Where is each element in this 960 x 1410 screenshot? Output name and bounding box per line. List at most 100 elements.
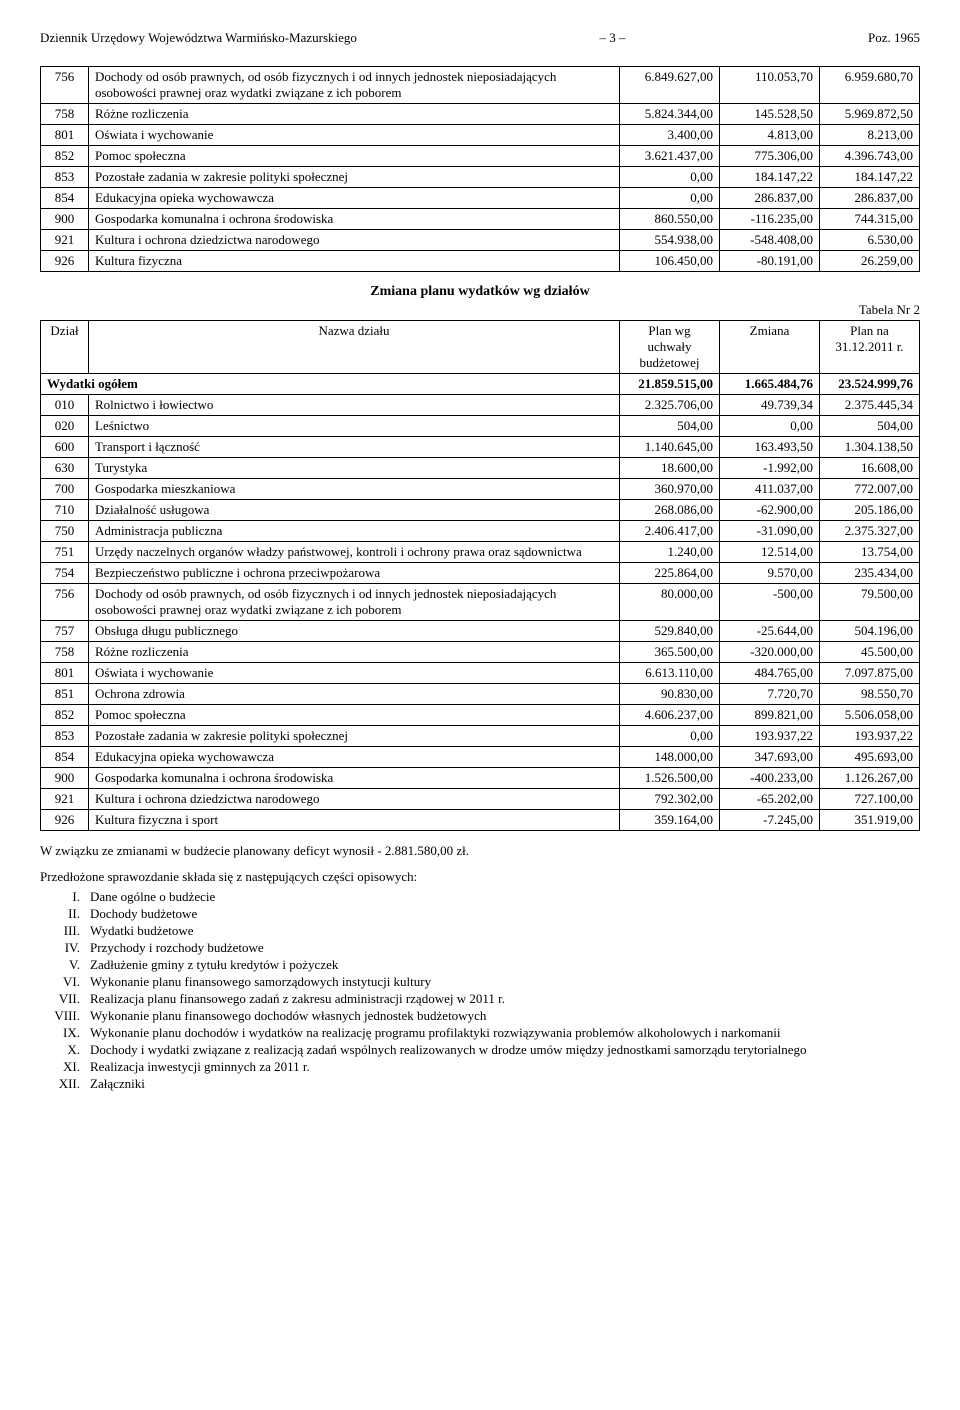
- table-cell: 727.100,00: [820, 789, 920, 810]
- table-cell: 79.500,00: [820, 584, 920, 621]
- table-cell: -500,00: [720, 584, 820, 621]
- table-cell: 529.840,00: [620, 621, 720, 642]
- list-item-text: Dochody i wydatki związane z realizacją …: [90, 1042, 920, 1058]
- table-row: 756Dochody od osób prawnych, od osób fiz…: [41, 584, 920, 621]
- table-cell: 411.037,00: [720, 479, 820, 500]
- table-cell: -62.900,00: [720, 500, 820, 521]
- page-header: Dziennik Urzędowy Województwa Warmińsko-…: [40, 30, 920, 46]
- table-cell: Kultura i ochrona dziedzictwa narodowego: [89, 230, 620, 251]
- table-cell: 600: [41, 437, 89, 458]
- table-label: Tabela Nr 2: [40, 302, 920, 318]
- table-cell: Edukacyjna opieka wychowawcza: [89, 188, 620, 209]
- list-item-number: IX.: [40, 1025, 90, 1041]
- table-cell: 148.000,00: [620, 747, 720, 768]
- table-row: 751Urzędy naczelnych organów władzy pańs…: [41, 542, 920, 563]
- table-row: 926Kultura fizyczna i sport359.164,00-7.…: [41, 810, 920, 831]
- list-item: VII.Realizacja planu finansowego zadań z…: [40, 991, 920, 1007]
- table-cell: -116.235,00: [720, 209, 820, 230]
- table-row: 630Turystyka18.600,00-1.992,0016.608,00: [41, 458, 920, 479]
- table-cell: Edukacyjna opieka wychowawcza: [89, 747, 620, 768]
- table-cell: -320.000,00: [720, 642, 820, 663]
- table-cell: 7.720,70: [720, 684, 820, 705]
- table-cell: 921: [41, 789, 89, 810]
- table-row: 854Edukacyjna opieka wychowawcza0,00286.…: [41, 188, 920, 209]
- table-cell: 7.097.875,00: [820, 663, 920, 684]
- deficit-paragraph: W związku ze zmianami w budżecie planowa…: [40, 843, 920, 859]
- table-row: 754Bezpieczeństwo publiczne i ochrona pr…: [41, 563, 920, 584]
- table-cell: 754: [41, 563, 89, 584]
- list-item-number: V.: [40, 957, 90, 973]
- table-cell: 235.434,00: [820, 563, 920, 584]
- list-item: XI.Realizacja inwestycji gminnych za 201…: [40, 1059, 920, 1075]
- table-cell: 106.450,00: [620, 251, 720, 272]
- table-cell: 775.306,00: [720, 146, 820, 167]
- list-item-text: Dane ogólne o budżecie: [90, 889, 920, 905]
- list-item: III.Wydatki budżetowe: [40, 923, 920, 939]
- table-cell: Pomoc społeczna: [89, 146, 620, 167]
- table-cell: Bezpieczeństwo publiczne i ochrona przec…: [89, 563, 620, 584]
- table-cell: 80.000,00: [620, 584, 720, 621]
- list-item: VIII.Wykonanie planu finansowego dochodó…: [40, 1008, 920, 1024]
- table-cell: 2.375.445,34: [820, 395, 920, 416]
- table-cell: 756: [41, 67, 89, 104]
- table-cell: Administracja publiczna: [89, 521, 620, 542]
- table-cell: 792.302,00: [620, 789, 720, 810]
- table-cell: Oświata i wychowanie: [89, 663, 620, 684]
- list-item: I.Dane ogólne o budżecie: [40, 889, 920, 905]
- table-cell: 13.754,00: [820, 542, 920, 563]
- list-item: XII.Załączniki: [40, 1076, 920, 1092]
- table-cell: 0,00: [620, 167, 720, 188]
- table-header-row: Dział Nazwa działu Plan wg uchwały budże…: [41, 321, 920, 374]
- table-cell: 90.830,00: [620, 684, 720, 705]
- table-cell: 750: [41, 521, 89, 542]
- table-cell: 268.086,00: [620, 500, 720, 521]
- list-item-text: Załączniki: [90, 1076, 920, 1092]
- table-cell: Wydatki ogółem: [41, 374, 620, 395]
- table-cell: Dochody od osób prawnych, od osób fizycz…: [89, 584, 620, 621]
- table-cell: -25.644,00: [720, 621, 820, 642]
- table-cell: 360.970,00: [620, 479, 720, 500]
- table-cell: 6.613.110,00: [620, 663, 720, 684]
- table-cell: 899.821,00: [720, 705, 820, 726]
- table-row: 801Oświata i wychowanie3.400,004.813,008…: [41, 125, 920, 146]
- table-cell: 8.213,00: [820, 125, 920, 146]
- table-cell: 851: [41, 684, 89, 705]
- section-title: Zmiana planu wydatków wg działów: [40, 284, 920, 300]
- table-cell: 184.147,22: [720, 167, 820, 188]
- table-cell: 9.570,00: [720, 563, 820, 584]
- table-cell: 193.937,22: [720, 726, 820, 747]
- list-item-number: VIII.: [40, 1008, 90, 1024]
- table-cell: 757: [41, 621, 89, 642]
- table-row: 921Kultura i ochrona dziedzictwa narodow…: [41, 789, 920, 810]
- table-cell: 4.813,00: [720, 125, 820, 146]
- table-row: 852Pomoc społeczna3.621.437,00775.306,00…: [41, 146, 920, 167]
- list-item-text: Wykonanie planu dochodów i wydatków na r…: [90, 1025, 920, 1041]
- list-item-number: III.: [40, 923, 90, 939]
- table-row: 801Oświata i wychowanie6.613.110,00484.7…: [41, 663, 920, 684]
- table-cell: 010: [41, 395, 89, 416]
- table-row: 921Kultura i ochrona dziedzictwa narodow…: [41, 230, 920, 251]
- list-item-number: IV.: [40, 940, 90, 956]
- table-cell: 900: [41, 209, 89, 230]
- header-left: Dziennik Urzędowy Województwa Warmińsko-…: [40, 30, 357, 46]
- table-cell: Gospodarka mieszkaniowa: [89, 479, 620, 500]
- table-cell: 504.196,00: [820, 621, 920, 642]
- list-item-number: II.: [40, 906, 90, 922]
- table-cell: 18.600,00: [620, 458, 720, 479]
- table-cell: 801: [41, 125, 89, 146]
- table-cell: 359.164,00: [620, 810, 720, 831]
- table-cell: 554.938,00: [620, 230, 720, 251]
- table-cell: 4.396.743,00: [820, 146, 920, 167]
- table-cell: 145.528,50: [720, 104, 820, 125]
- list-item-number: X.: [40, 1042, 90, 1058]
- table-cell: 1.665.484,76: [720, 374, 820, 395]
- table-cell: -548.408,00: [720, 230, 820, 251]
- table-cell: 110.053,70: [720, 67, 820, 104]
- table-cell: 205.186,00: [820, 500, 920, 521]
- table-cell: Kultura fizyczna i sport: [89, 810, 620, 831]
- table-cell: 0,00: [620, 188, 720, 209]
- table-cell: 193.937,22: [820, 726, 920, 747]
- table-cell: 5.506.058,00: [820, 705, 920, 726]
- table-cell: 347.693,00: [720, 747, 820, 768]
- list-item-text: Realizacja inwestycji gminnych za 2011 r…: [90, 1059, 920, 1075]
